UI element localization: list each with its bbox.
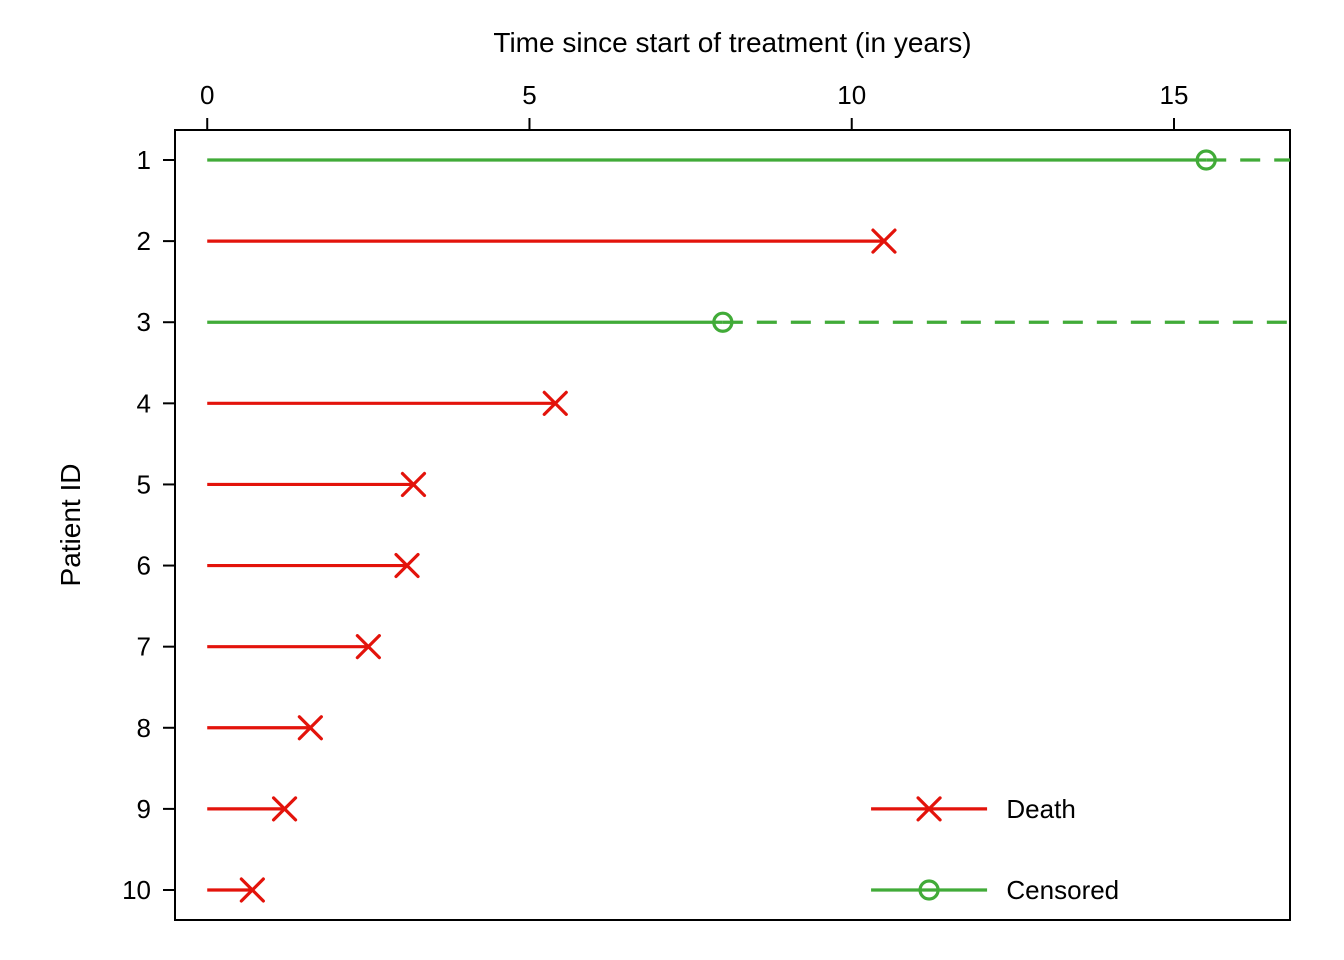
y-axis-title: Patient ID (55, 464, 86, 587)
y-tick-label: 4 (137, 388, 151, 418)
y-tick-label: 1 (137, 145, 151, 175)
legend-label: Death (1006, 794, 1075, 824)
y-tick-label: 8 (137, 713, 151, 743)
x-axis-title: Time since start of treatment (in years) (493, 27, 971, 58)
chart-svg: 051015Time since start of treatment (in … (0, 0, 1344, 960)
x-tick-label: 10 (837, 80, 866, 110)
y-tick-label: 10 (122, 875, 151, 905)
y-tick-label: 5 (137, 469, 151, 499)
y-tick-label: 7 (137, 632, 151, 662)
y-tick-label: 3 (137, 307, 151, 337)
x-tick-label: 15 (1160, 80, 1189, 110)
x-tick-label: 5 (522, 80, 536, 110)
y-tick-label: 9 (137, 794, 151, 824)
survival-chart: 051015Time since start of treatment (in … (0, 0, 1344, 960)
legend-label: Censored (1006, 875, 1119, 905)
y-tick-label: 2 (137, 226, 151, 256)
x-tick-label: 0 (200, 80, 214, 110)
y-tick-label: 6 (137, 551, 151, 581)
